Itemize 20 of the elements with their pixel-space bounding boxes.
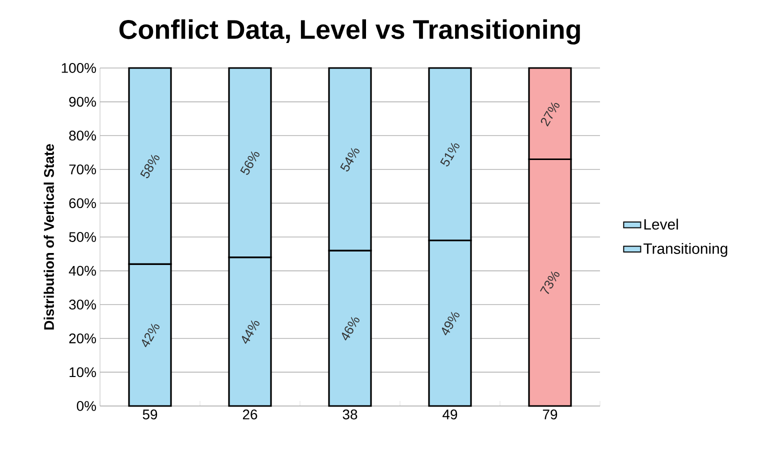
y-tick-label: 90% [69,96,96,107]
y-tick-label: 40% [68,266,96,276]
y-tick-label: 50% [69,232,96,242]
y-axis-title: Distribution of Vertical State [44,144,54,330]
y-tick-label: 100% [62,63,96,73]
y-tick-label: 10% [70,367,96,378]
y-tick-label: 20% [69,333,96,344]
y-tick-label: 0% [76,401,96,411]
x-tick-label: 26 [242,410,258,420]
legend-label: Level [644,218,678,230]
x-tick-label: 59 [142,410,158,420]
x-tick-label: 49 [442,410,458,420]
legend-label: Transitioning [644,242,728,257]
x-tick-label: 79 [542,410,558,420]
y-tick-label: 70% [69,164,96,174]
x-tick-label: 38 [342,410,358,420]
y-tick-label: 60% [69,198,96,208]
y-tick-label: 80% [69,130,96,141]
y-tick-label: 30% [69,300,96,310]
chart-title: Conflict Data, Level vs Transitioning [119,19,580,44]
